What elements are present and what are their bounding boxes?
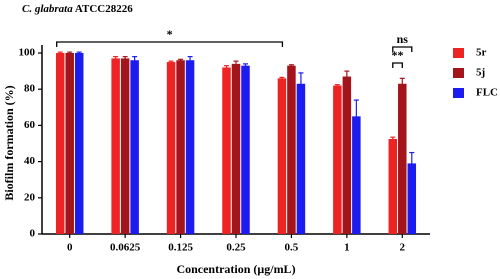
bar <box>277 78 287 234</box>
legend-swatch <box>453 48 464 58</box>
bar <box>388 138 398 234</box>
bar <box>120 58 130 235</box>
bar <box>166 62 176 234</box>
x-tick-label: 0.0625 <box>110 242 141 254</box>
bar <box>287 65 296 234</box>
y-tick-label: 100 <box>19 47 36 59</box>
bar <box>65 53 74 234</box>
x-tick-label: 1 <box>344 242 350 254</box>
bar <box>333 85 342 234</box>
y-tick-label: 80 <box>24 83 36 95</box>
bar <box>398 83 407 235</box>
bar <box>74 53 84 234</box>
legend-swatch <box>453 68 464 78</box>
y-tick-label: 40 <box>24 155 36 167</box>
y-tick-label: 20 <box>24 191 36 203</box>
bar <box>352 116 361 234</box>
bar <box>296 83 306 235</box>
significance-bracket <box>56 41 284 47</box>
bar <box>407 163 417 234</box>
x-tick-label: 0.125 <box>168 242 193 254</box>
legend-label: 5r <box>476 47 487 59</box>
x-tick-label: 0 <box>67 242 73 254</box>
y-axis-label: Biofilm formation (%) <box>2 85 16 200</box>
significance-bracket <box>392 46 413 52</box>
significance-label: ** <box>392 48 404 62</box>
y-tick-label: 0 <box>30 228 36 240</box>
title-species: C. glabrata <box>22 3 73 15</box>
bar <box>185 60 195 234</box>
chart-title: C. glabrata ATCC28226 <box>22 3 133 15</box>
significance-label: * <box>167 27 173 41</box>
legend-swatch <box>453 88 464 98</box>
bar <box>55 53 65 234</box>
bar <box>111 58 120 235</box>
bar <box>342 76 352 234</box>
x-tick-label: 0.5 <box>285 242 299 254</box>
bar <box>130 60 139 234</box>
title-strain: ATCC28226 <box>75 3 133 15</box>
bar <box>222 67 231 234</box>
bar <box>231 63 241 234</box>
x-tick-label: 2 <box>400 242 406 254</box>
significance-label: ns <box>397 32 409 46</box>
x-tick-label: 0.25 <box>226 242 246 254</box>
legend-label: 5j <box>476 67 485 79</box>
x-axis-label: Concentration (μg/mL) <box>176 262 295 276</box>
bar <box>241 65 250 234</box>
y-tick-label: 60 <box>24 119 36 131</box>
legend-label: FLC <box>476 87 498 99</box>
significance-bracket <box>392 62 403 68</box>
bar <box>176 60 185 234</box>
